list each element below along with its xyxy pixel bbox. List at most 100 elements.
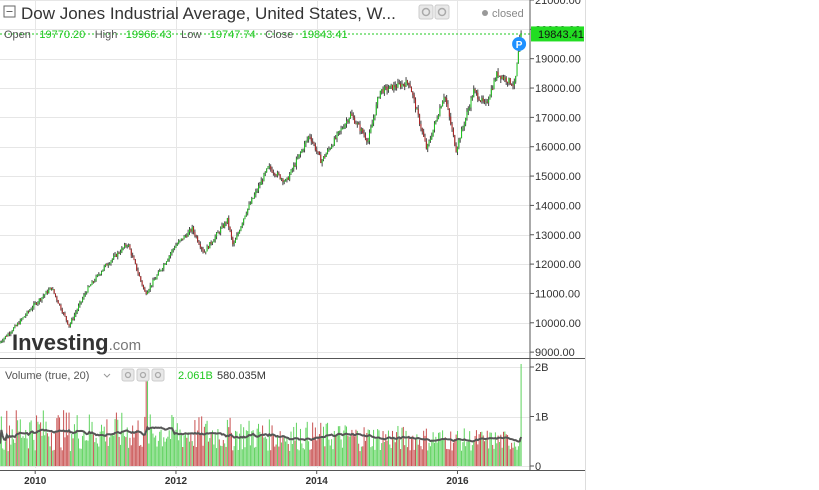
volume-remove-button[interactable] xyxy=(151,368,165,382)
candle-body xyxy=(221,225,223,229)
volume-bar xyxy=(25,429,27,466)
volume-bar xyxy=(222,439,224,466)
volume-bar xyxy=(438,432,440,466)
volume-bar xyxy=(475,430,477,466)
volume-bar xyxy=(210,432,212,466)
volume-bar xyxy=(176,423,178,466)
volume-bar xyxy=(23,438,25,466)
candle-body xyxy=(101,271,103,275)
volume-bar xyxy=(471,445,473,466)
time-axis[interactable]: 2010 2012 2014 2016 xyxy=(24,470,469,487)
volume-bar xyxy=(497,435,499,466)
volume-bar xyxy=(90,434,92,466)
volume-bar xyxy=(259,431,261,466)
volume-bar xyxy=(505,434,507,466)
volume-bar xyxy=(22,436,24,466)
candle-body xyxy=(33,303,35,308)
volume-visibility-button[interactable] xyxy=(121,368,135,382)
volume-bar xyxy=(122,432,124,466)
volume-bar xyxy=(305,427,307,466)
volume-bar xyxy=(99,431,101,466)
volume-bar xyxy=(197,430,199,466)
volume-bar xyxy=(125,437,127,466)
volume-bar xyxy=(507,435,509,466)
volume-bar xyxy=(118,436,120,466)
volume-axis[interactable]: 2B 1B 0 xyxy=(530,362,548,473)
candle-body xyxy=(115,254,117,257)
candle-body xyxy=(0,341,2,343)
candle-body xyxy=(241,223,243,227)
volume-bar xyxy=(294,440,296,466)
volume-bar xyxy=(390,447,392,466)
candle-body xyxy=(165,261,167,265)
candle-body xyxy=(356,123,358,125)
volume-bar xyxy=(140,444,142,466)
volume-bar xyxy=(335,434,337,466)
candle-body xyxy=(118,252,120,254)
candle-body xyxy=(251,198,253,204)
volume-settings-button[interactable] xyxy=(136,368,150,382)
candle-body xyxy=(99,274,101,276)
candle-body xyxy=(45,291,47,295)
volume-bar xyxy=(500,434,502,466)
candle-body xyxy=(271,169,273,173)
candle-body xyxy=(335,137,337,139)
candle-body xyxy=(128,245,130,247)
candle-body xyxy=(439,108,441,116)
volume-bar xyxy=(504,431,506,466)
candle-body xyxy=(75,312,77,315)
volume-bar xyxy=(329,445,331,466)
volume-bar xyxy=(29,422,31,466)
candle-body xyxy=(405,80,407,87)
volume-bar xyxy=(429,446,431,466)
volume-bar xyxy=(130,445,132,466)
candle-body xyxy=(144,288,146,292)
volume-bar xyxy=(308,441,310,466)
volume-bar xyxy=(455,434,457,466)
volume-bar xyxy=(69,451,71,466)
high-value: 19966.43 xyxy=(126,29,172,41)
volume-bar xyxy=(442,430,444,466)
candle-body xyxy=(164,264,166,266)
candle-body xyxy=(171,250,173,254)
candle-body xyxy=(157,271,159,276)
candle-body xyxy=(67,320,69,325)
price-tick-label: 16000.00 xyxy=(535,142,581,154)
volume-bar xyxy=(470,450,472,466)
candle-body xyxy=(27,311,29,313)
volume-bar xyxy=(290,431,292,466)
candle-body xyxy=(78,305,80,310)
candle-body xyxy=(195,235,197,237)
close-button[interactable] xyxy=(434,4,450,20)
candle-body xyxy=(218,232,220,234)
volume-bar xyxy=(86,440,88,466)
candle-body xyxy=(402,84,404,86)
settings-button[interactable] xyxy=(418,4,434,20)
volume-bar xyxy=(247,431,249,466)
volume-bar xyxy=(272,434,274,466)
candle-body xyxy=(25,314,27,317)
candle-body xyxy=(421,128,423,132)
volume-bar xyxy=(256,428,258,466)
candle-body xyxy=(159,270,161,272)
candle-body xyxy=(14,325,16,328)
chevron-down-icon[interactable] xyxy=(103,373,111,378)
pin-badge[interactable]: P xyxy=(512,36,527,51)
volume-bar xyxy=(226,419,228,466)
volume-bar xyxy=(63,410,65,466)
candle-body xyxy=(161,268,163,271)
volume-bar xyxy=(281,442,283,466)
volume-bar xyxy=(458,437,460,466)
gear-icon xyxy=(139,371,147,379)
candle-body xyxy=(163,264,165,269)
volume-bar xyxy=(73,424,75,466)
candle-body xyxy=(344,123,346,128)
candle-body xyxy=(450,116,452,125)
candle-body xyxy=(134,259,136,264)
candle-body xyxy=(132,255,134,257)
volume-bar xyxy=(3,449,5,466)
volume-bar xyxy=(7,451,9,466)
volume-bar xyxy=(124,436,126,466)
volume-bar xyxy=(293,426,295,466)
